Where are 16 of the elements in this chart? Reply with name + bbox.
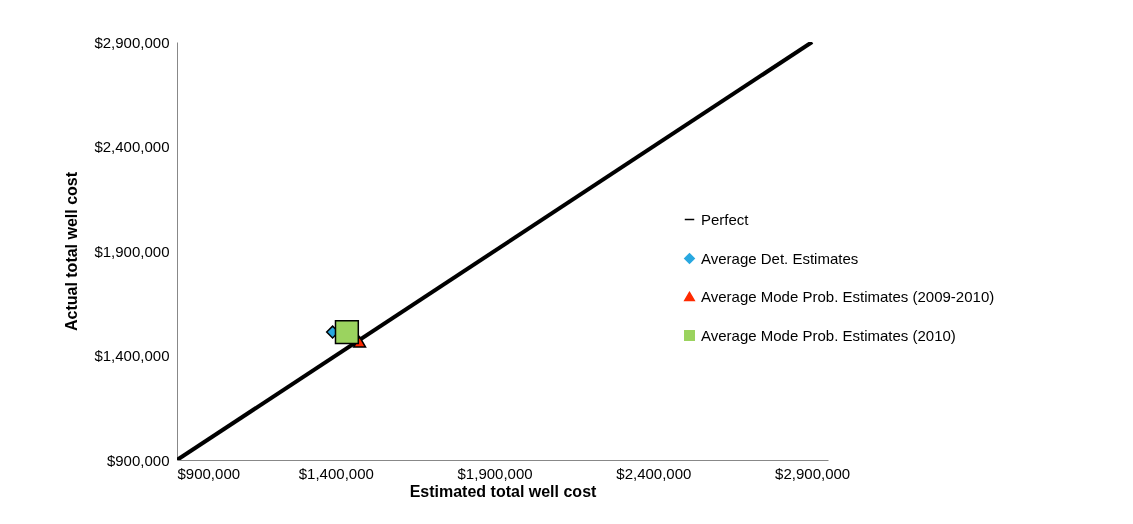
x-tick-label: $900,000 xyxy=(177,464,241,482)
x-tick-label: $2,400,000 xyxy=(616,464,692,482)
x-axis-title: Estimated total well cost xyxy=(409,482,598,500)
legend-label: Average Mode Prob. Estimates (2010) xyxy=(701,326,956,344)
x-tick-label: $1,400,000 xyxy=(298,464,374,482)
legend-label: Average Det. Estimates xyxy=(701,249,859,267)
y-tick-label: $1,900,000 xyxy=(94,242,170,260)
legend-label: Average Mode Prob. Estimates (2009-2010) xyxy=(701,287,995,305)
y-tick-label: $2,900,000 xyxy=(94,33,170,51)
y-tick-label: $900,000 xyxy=(106,451,170,469)
y-tick-label: $1,400,000 xyxy=(94,347,170,364)
x-tick-label: $2,900,000 xyxy=(775,464,851,482)
y-axis-title: Actual total well cost xyxy=(63,171,81,332)
legend-label: Perfect xyxy=(701,210,750,228)
y-tick-label: $2,400,000 xyxy=(94,138,170,155)
x-tick-label: $1,900,000 xyxy=(457,464,533,482)
